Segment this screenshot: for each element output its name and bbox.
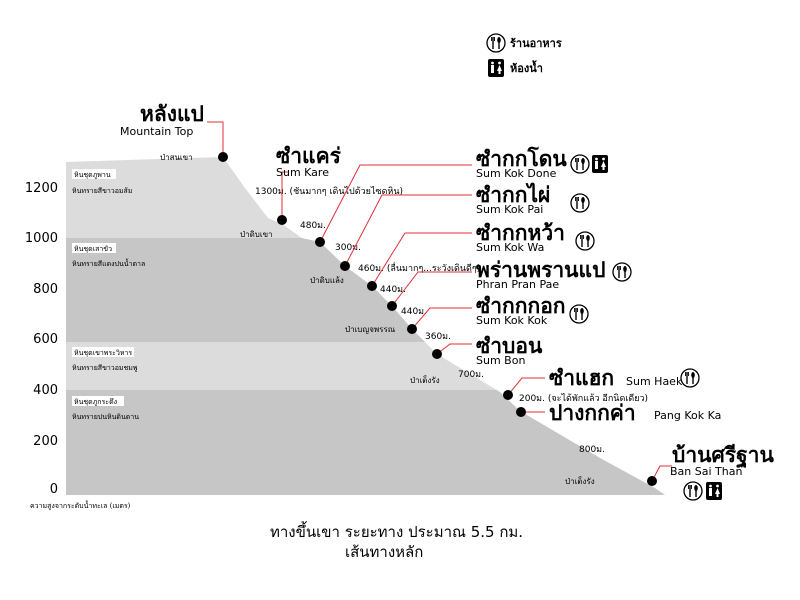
fork-spoon-icon [486, 33, 506, 53]
zone-label: ป่าเต็งรัง [410, 375, 440, 385]
restaurant-icon [570, 154, 590, 174]
stop-name-en: Sum Kok Done [476, 167, 557, 180]
stop-markers [218, 152, 657, 486]
stop-dot-mountain-top [218, 152, 228, 162]
stop-name-en: Mountain Top [120, 125, 193, 138]
stop-dot-pang-kok-ka [516, 407, 526, 417]
stop-name-en: Sum Kare [276, 166, 329, 179]
y-axis-label: ความสูงจากระดับน้ำทะเล (เมตร) [30, 499, 131, 510]
y-tick-0: 0 [50, 482, 58, 497]
stop-name-th: ซำกกหว้า [476, 221, 565, 245]
stop-name-th: ปางกกค่า [549, 401, 636, 425]
strata-labels: หินชุดภูพาน หินทรายสีขาวอมส้ม หินชุดเสาข… [72, 169, 145, 421]
stop-dot-sum-haek [503, 390, 513, 400]
zone-label: ป่าดิบเขา [240, 230, 273, 239]
stop-name-th: ซำกกกอก [476, 294, 566, 318]
stop-name-en: Sum Kok Wa [476, 241, 544, 254]
strata-name: หินชุดเขาพระวิหาร [74, 349, 132, 357]
stop-name-th: หลังแป [140, 102, 204, 126]
stop-dot-sum-bon [432, 349, 442, 359]
strata-rock: หินทรายสีแดงปนน้ำตาล [72, 257, 145, 268]
stop-dot-sum-kok-pai [340, 261, 350, 271]
restaurant-icon [612, 262, 632, 282]
stop-dot-sum-kare [277, 215, 287, 225]
footer-title: ทางขึ้นเขา ระยะทาง ประมาณ 5.5 กม. [270, 521, 523, 541]
stop-name-en: Sum Bon [476, 354, 525, 367]
distance-label: 700ม. [458, 370, 484, 380]
forest-zones: ป่าสนเขา ป่าดิบเขา ป่าดิบแล้ง ป่าเบญจพรร… [160, 153, 595, 486]
distance-label: 800ม. [579, 445, 605, 455]
stop-name-th: ซำกกไผ่ [476, 182, 550, 207]
stop-name-th: พร่านพรานแป [476, 258, 605, 282]
strata-rock: หินทรายสีขาวอมชมพู [72, 364, 138, 372]
restaurant-icon [680, 368, 700, 388]
stop-dot-ban-sai-than [647, 476, 657, 486]
stop-name-en: Sum Kok Pai [476, 203, 543, 216]
legend-toilet-label: ห้องน้ำ [510, 60, 543, 75]
restaurant-icon [569, 304, 589, 324]
stop-name-th: ซำแคร่ [276, 144, 342, 168]
stop-name-en: Phran Pran Pae [476, 278, 559, 291]
zone-label: ป่าสนเขา [160, 153, 193, 162]
restaurant-icon [683, 481, 703, 501]
strata-name: หินชุดภูพาน [74, 171, 111, 179]
y-tick-800: 800 [33, 282, 58, 297]
restaurant-icon [575, 231, 595, 251]
stop-name-th: ซำบอน [476, 334, 543, 358]
strata-name: หินชุดเสาขัว [74, 245, 112, 253]
zone-label: ป่าดิบแล้ง [310, 276, 344, 285]
distance-label: 360ม. [425, 332, 451, 342]
strata-rock: หินทรายปนหินดินดาน [72, 413, 139, 421]
distance-label: 1300ม. (ชันมากๆ เดินไปด้วยไซดหิน) [255, 186, 403, 197]
y-tick-1200: 1200 [25, 181, 58, 196]
toilet-icon [706, 482, 722, 500]
distance-label: 440ม. [380, 285, 406, 295]
distance-label: 460ม. (ลื่นมากๆ...ระวังเดินดีๆ) [358, 261, 480, 274]
stop-name-en: Sum Haek [626, 375, 683, 388]
y-tick-1000: 1000 [25, 231, 58, 246]
stop-labels: หลังแป Mountain Top ซำแคร่ Sum Kare ซำกก… [120, 102, 774, 478]
y-tick-200: 200 [33, 434, 58, 449]
y-tick-400: 400 [33, 383, 58, 398]
stop-name-th: ซำแฮก [549, 366, 614, 390]
stop-name-th: บ้านศรีฐาน [672, 443, 774, 469]
strata-rock: หินทรายสีขาวอมส้ม [72, 187, 132, 195]
zone-label: ป่าเบญจพรรณ [345, 325, 396, 334]
leader-lines [207, 121, 672, 482]
distance-labels: 1300ม. (ชันมากๆ เดินไปด้วยไซดหิน) 480ม. … [255, 186, 648, 455]
stop-name-th: ซำกกโดน [476, 146, 567, 171]
stop-dot-sum-kok-wa [367, 281, 377, 291]
toilet-icon [592, 155, 608, 173]
legend-restaurant-label: ร้านอาหาร [510, 37, 562, 50]
footer: ทางขึ้นเขา ระยะทาง ประมาณ 5.5 กม. เส้นทา… [270, 521, 523, 561]
distance-label: 200ม. (จะได้พักแล้ว อีกนิดเดียว) [519, 393, 648, 404]
stop-dot-phran-pran-pae [387, 301, 397, 311]
y-axis: 0 200 400 600 800 1000 1200 ความสูงจากระ… [25, 181, 131, 510]
footer-subtitle: เส้นทางหลัก [345, 543, 423, 561]
strata-name: หินชุดภูกระดึง [74, 397, 117, 406]
distance-label: 440ม. [401, 307, 427, 317]
legend: ร้านอาหาร ห้องน้ำ [486, 33, 562, 77]
stop-dot-sum-kok-kok [407, 324, 417, 334]
zone-label: ป่าเต็งรัง [565, 476, 595, 486]
stop-dot-sum-kok-done [315, 237, 325, 247]
stop-name-en: Sum Kok Kok [476, 314, 548, 327]
restaurant-icon [570, 193, 590, 213]
distance-label: 480ม. [300, 221, 326, 231]
stop-name-en: Ban Sai Than [670, 465, 742, 478]
distance-label: 300ม. [335, 243, 361, 253]
y-tick-600: 600 [33, 332, 58, 347]
stop-name-en: Pang Kok Ka [654, 409, 721, 422]
toilet-icon [488, 59, 504, 77]
